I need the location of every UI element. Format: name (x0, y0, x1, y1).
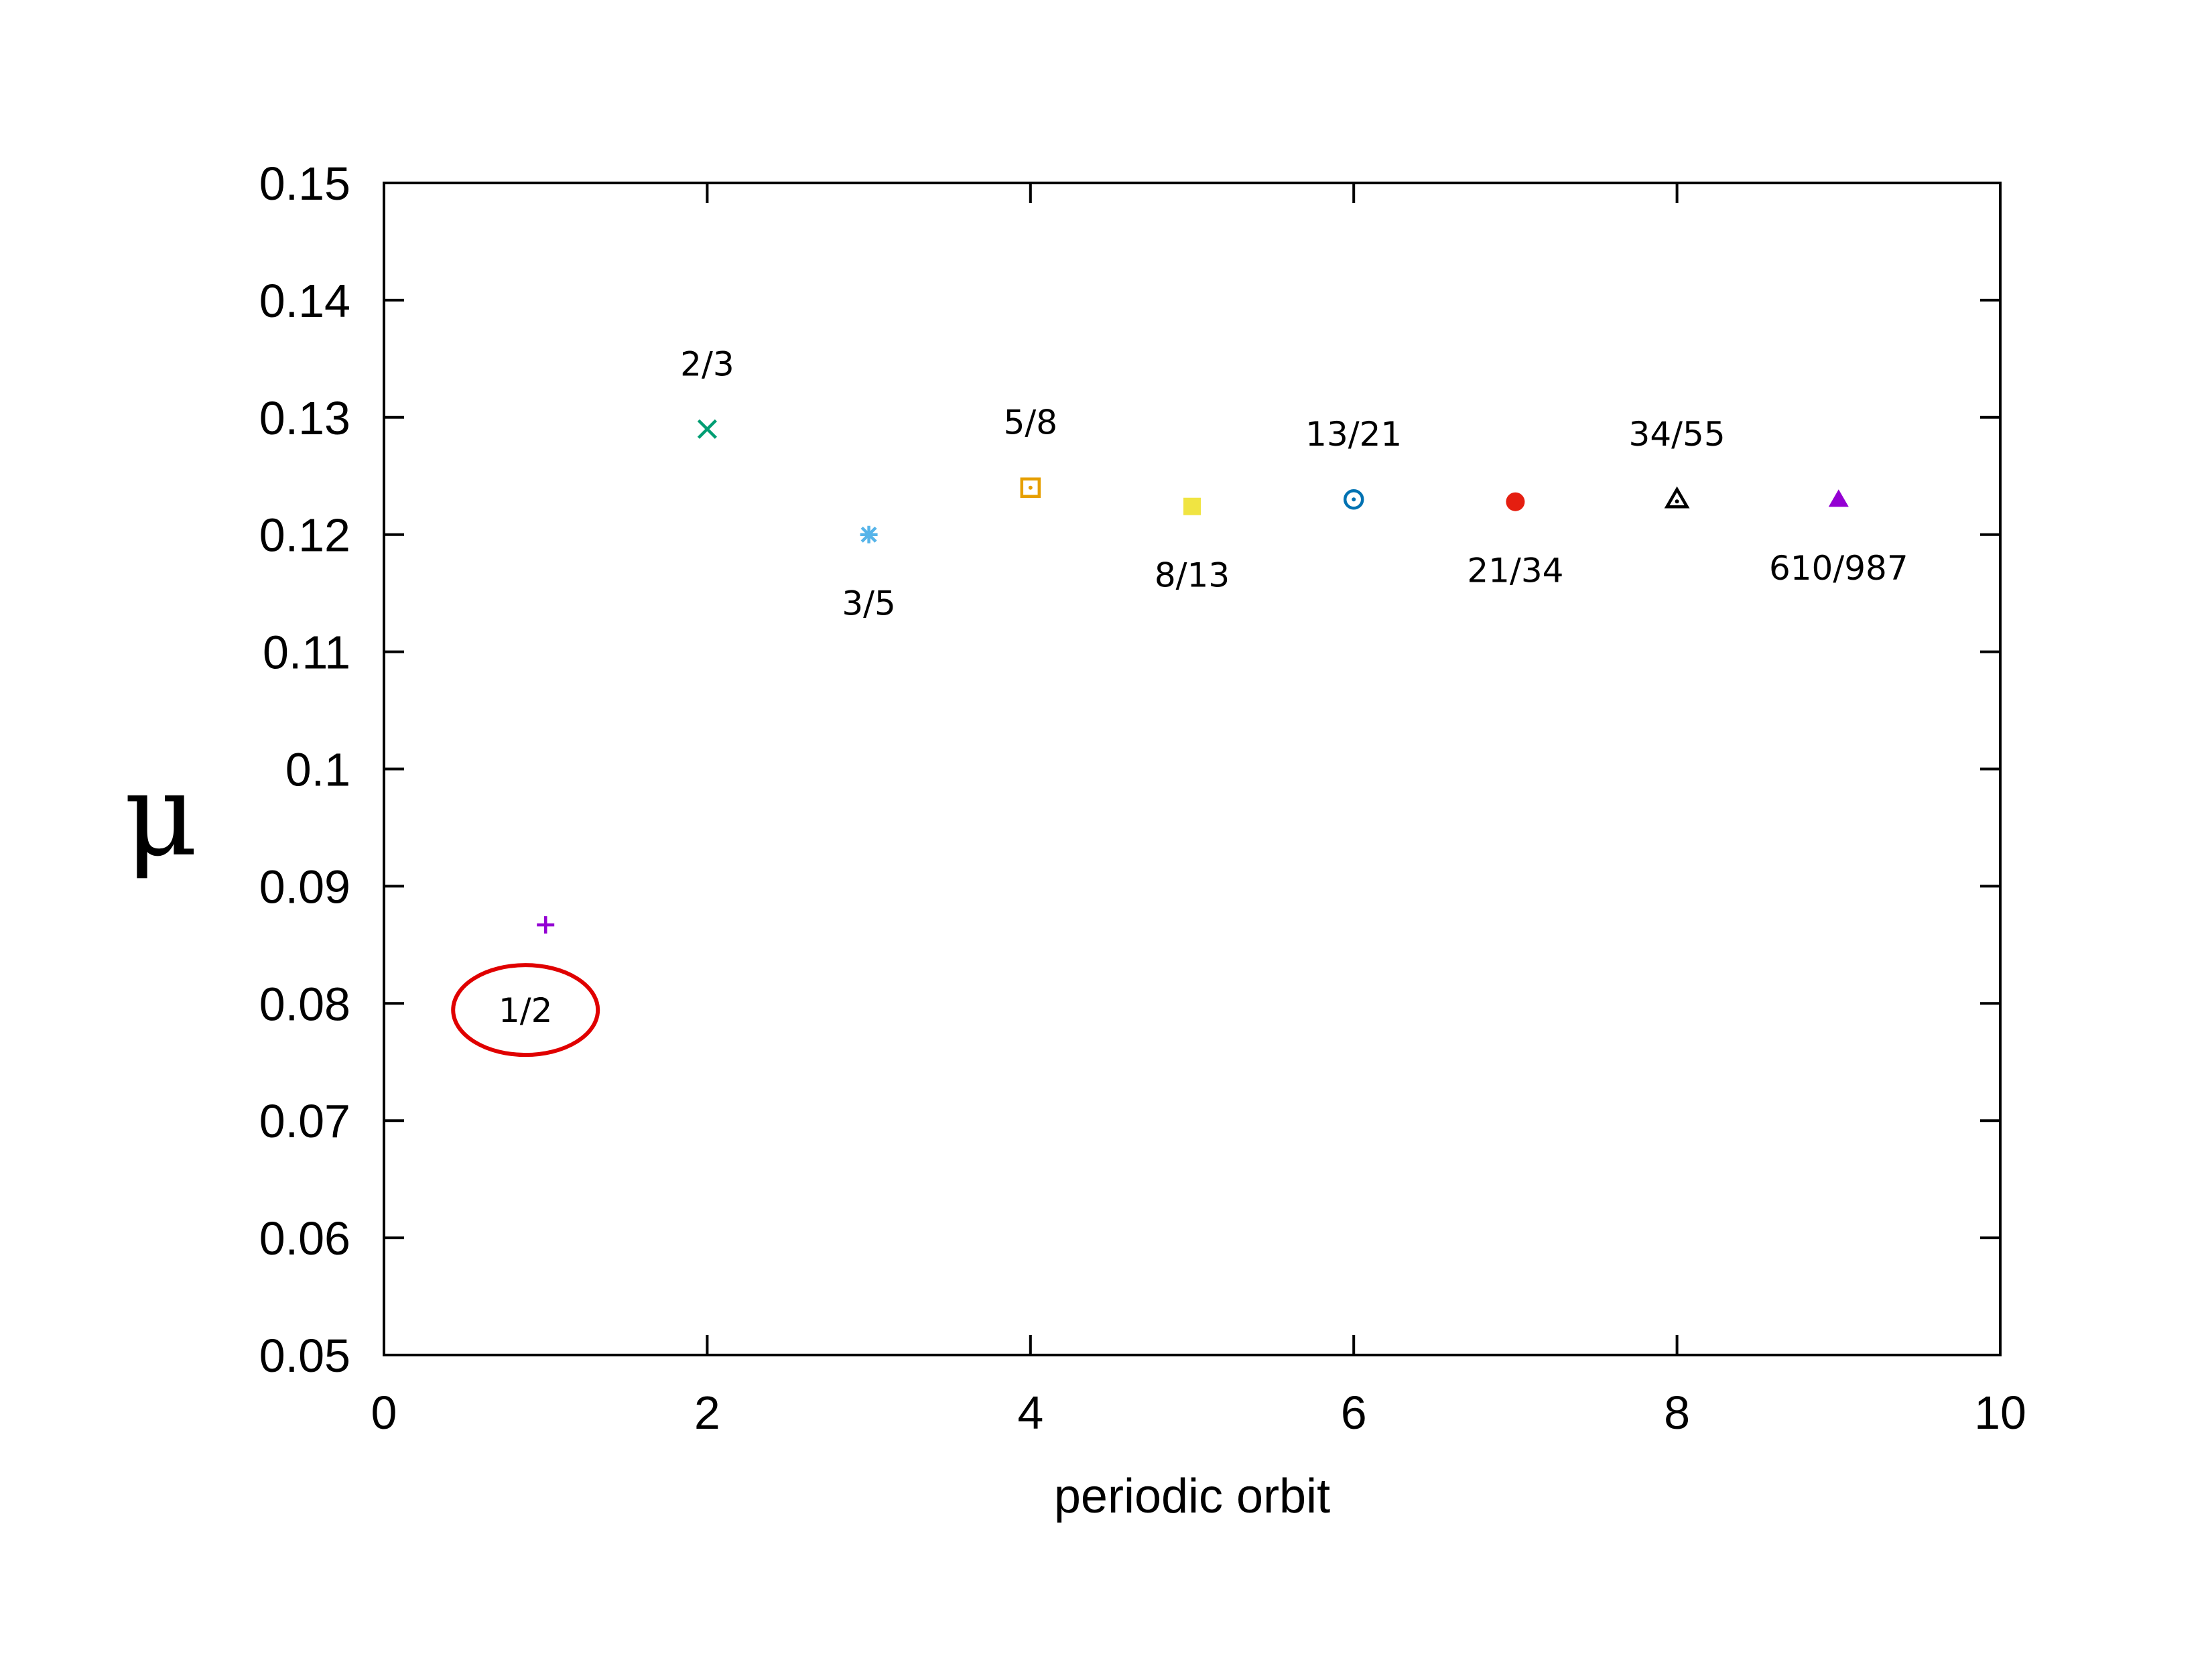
x-tick-label: 0 (371, 1387, 397, 1439)
data-point-square-filled (1183, 497, 1201, 515)
y-tick-label: 0.08 (259, 978, 350, 1030)
plot-border (383, 182, 2002, 1356)
x-tick-label: 2 (694, 1387, 720, 1439)
y-tick-label: 0.13 (259, 392, 350, 444)
data-point-triangle-dot (1664, 486, 1690, 509)
highlight-ellipse (451, 963, 600, 1057)
data-point-star (860, 525, 878, 543)
point-label: 2/3 (680, 344, 734, 383)
data-point-cross (697, 419, 717, 439)
data-points (537, 419, 1849, 934)
point-label: 3/5 (842, 584, 895, 623)
point-label: 13/21 (1305, 415, 1402, 454)
y-tick-label: 0.06 (259, 1212, 350, 1265)
y-tick-label: 0.09 (259, 860, 350, 913)
x-axis-title: periodic orbit (1054, 1470, 1330, 1523)
point-label: 5/8 (1004, 403, 1057, 442)
point-label: 1/2 (499, 991, 552, 1030)
data-point-square-dot (1020, 477, 1041, 498)
y-tick-label: 0.15 (259, 157, 350, 210)
point-label: 34/55 (1629, 415, 1726, 454)
axis-ticks (383, 182, 2002, 1356)
y-tick-label: 0.12 (259, 509, 350, 562)
data-point-circle-dot (1343, 489, 1364, 510)
plot-area (383, 182, 2002, 1356)
data-point-triangle-filled (1828, 489, 1849, 507)
y-tick-label: 0.11 (263, 627, 350, 679)
point-labels: 1/2 2/3 3/5 5/8 8/13 13/21 21/34 34/55 610/987 (451, 344, 1908, 1057)
point-label: 8/13 (1155, 556, 1230, 595)
data-point-plus (537, 916, 555, 934)
y-tick-label: 0.05 (259, 1330, 350, 1382)
x-tick-label: 10 (1974, 1387, 2026, 1439)
y-tick-label: 0.07 (259, 1095, 350, 1147)
point-label: 610/987 (1769, 549, 1908, 588)
point-label: 21/34 (1467, 552, 1563, 590)
x-tick-label: 6 (1341, 1387, 1367, 1439)
data-point-circle-filled (1506, 492, 1525, 511)
tick-labels: 0 2 4 6 8 10 0.05 0.06 0.07 0.08 0.09 0.1 0.11 0.12 0.… (259, 157, 2026, 1439)
y-axis-title: μ (124, 749, 198, 882)
y-tick-label: 0.14 (259, 275, 350, 327)
x-tick-label: 8 (1664, 1387, 1690, 1439)
x-tick-label: 4 (1017, 1387, 1043, 1439)
y-tick-label: 0.1 (285, 744, 350, 796)
